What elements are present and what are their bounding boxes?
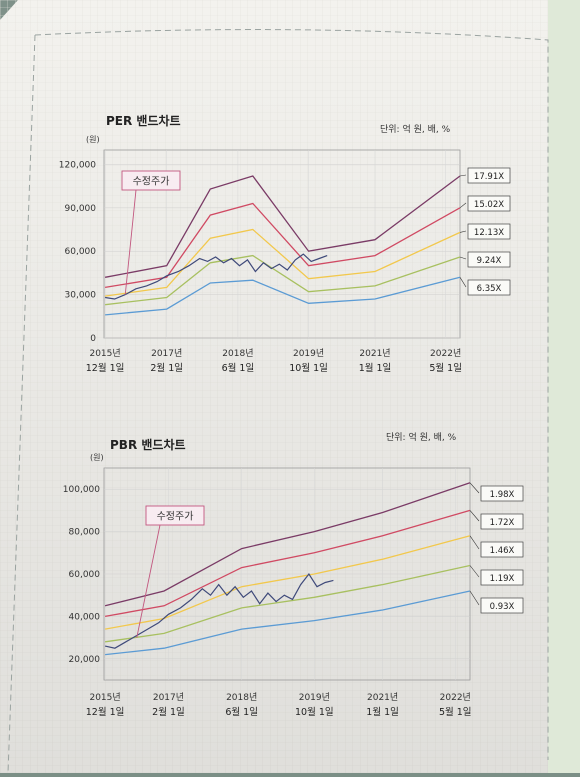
x-tick-date: 1월 1일 (359, 362, 392, 374)
x-tick-date: 2월 1일 (152, 706, 185, 718)
x-tick-year: 2015년 (89, 692, 120, 703)
band-line (105, 590, 471, 656)
legend-leader (469, 535, 480, 550)
legend-leader (459, 256, 467, 260)
y-tick-label: 80,000 (69, 528, 101, 538)
x-tick-date: 10월 1일 (289, 362, 328, 374)
legend-label: 1.98X (490, 490, 515, 500)
pbr-band-chart: PBR 밴드차트 단위: 억 원, 배, % (원) 100,000 80,000 60,… (63, 431, 524, 718)
legend-box (467, 223, 511, 240)
unit-note: 단위: 억 원, 배, % (380, 123, 451, 135)
legend-label: 1.46X (490, 546, 515, 556)
dashed-border (34, 29, 549, 760)
y-tick-label: 0 (90, 334, 96, 344)
x-tick-year: 2019년 (293, 348, 324, 359)
legend-label: 1.72X (490, 518, 515, 528)
legend-label: 0.93X (490, 602, 515, 612)
legend-leader (469, 590, 480, 606)
callout-label: 수정주가 (133, 176, 170, 188)
legend-box (480, 597, 524, 614)
legend-box (467, 167, 511, 184)
band-line (105, 564, 471, 643)
x-tick-date: 6월 1일 (225, 706, 258, 718)
price-line (104, 572, 334, 649)
band-line (104, 509, 471, 618)
x-tick-year: 2021년 (367, 692, 398, 703)
legend-box (467, 279, 511, 296)
band-line (105, 228, 461, 297)
y-tick-label: 60,000 (65, 247, 97, 257)
legend-box (480, 541, 524, 558)
x-tick-year: 2019년 (299, 692, 330, 703)
legend-label: 9.24X (477, 256, 502, 266)
y-unit-label: (원) (86, 135, 100, 144)
legend-leader (469, 482, 480, 494)
x-tick-date: 12월 1일 (86, 706, 125, 718)
x-tick-year: 2021년 (359, 348, 390, 359)
y-tick-label: 90,000 (65, 204, 97, 214)
band-line (104, 535, 471, 630)
x-tick-year: 2017년 (151, 348, 182, 359)
legend-leader (459, 277, 467, 288)
legend-label: 17.91X (474, 172, 504, 182)
x-tick-year: 2022년 (430, 348, 461, 359)
legend-box (480, 485, 524, 502)
x-tick-year: 2015년 (89, 348, 120, 359)
legend-label: 12.13X (474, 228, 504, 238)
band-line (105, 254, 461, 306)
x-tick-date: 2월 1일 (150, 362, 183, 374)
x-tick-year: 2017년 (153, 692, 184, 703)
legend-box (480, 569, 524, 586)
legend-label: 6.35X (477, 284, 502, 294)
y-tick-label: 20,000 (69, 655, 101, 665)
legend-box (467, 251, 511, 268)
legend-leader (459, 174, 467, 177)
chart-title: PBR 밴드차트 (110, 437, 186, 452)
x-tick-date: 6월 1일 (222, 362, 255, 374)
x-tick-year: 2022년 (440, 692, 471, 703)
legend-leader (469, 510, 480, 522)
x-tick-year: 2018년 (226, 692, 257, 703)
callout-leader (136, 524, 161, 638)
y-tick-label: 30,000 (65, 291, 97, 301)
legend-label: 1.19X (490, 574, 515, 584)
legend-leader (459, 230, 467, 233)
x-tick-date: 12월 1일 (86, 362, 125, 374)
y-tick-label: 40,000 (69, 612, 101, 622)
y-unit-label: (원) (90, 453, 104, 462)
callout-box (121, 170, 181, 191)
band-line (104, 175, 461, 278)
chart-title: PER 밴드차트 (106, 113, 181, 128)
x-tick-date: 1월 1일 (366, 706, 399, 718)
x-tick-date: 10월 1일 (295, 706, 334, 718)
y-tick-label: 100,000 (63, 485, 100, 495)
x-tick-year: 2018년 (222, 348, 253, 359)
callout-box (145, 505, 205, 526)
legend-leader (469, 565, 480, 578)
legend-leader (459, 202, 467, 209)
dashed-border-left (7, 34, 36, 774)
callout-label: 수정주가 (157, 511, 194, 523)
legend-box (467, 195, 511, 212)
band-line (105, 276, 461, 316)
x-tick-date: 5월 1일 (439, 706, 472, 718)
unit-note: 단위: 억 원, 배, % (386, 431, 457, 443)
legend-label: 15.02X (474, 200, 504, 210)
green-margin (548, 0, 580, 773)
y-tick-label: 120,000 (59, 160, 96, 170)
price-line (105, 253, 328, 300)
x-tick-date: 5월 1일 (429, 362, 462, 374)
y-tick-label: 60,000 (69, 570, 101, 580)
band-line (104, 482, 471, 607)
band-line (104, 202, 461, 289)
callout-leader (124, 189, 137, 295)
legend-box (480, 513, 524, 530)
